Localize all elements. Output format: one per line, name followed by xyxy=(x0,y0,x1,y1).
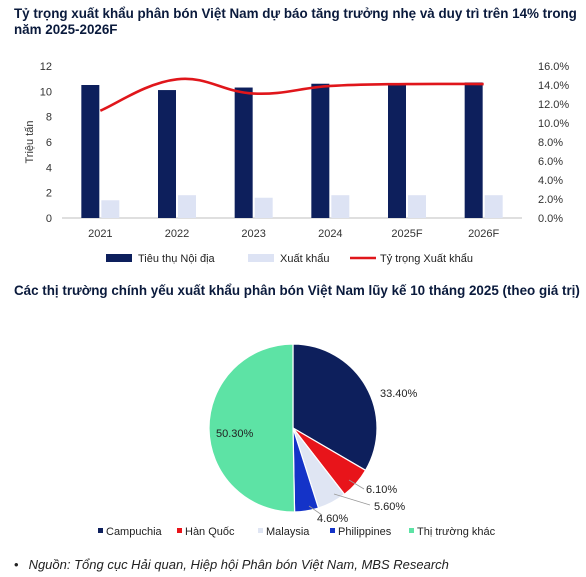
chart-title-export-markets: Các thị trường chính yếu xuất khẩu phân … xyxy=(14,283,580,298)
legend-label: Campuchia xyxy=(106,526,163,538)
legend-swatch xyxy=(330,528,335,533)
bar-line-chart: 0 2 4 6 8 10 12 0.0% 2.0% 4.0% 6.0% 8.0% 10.0% 12.0% 1… xyxy=(24,61,569,265)
pie-data-label: 4.60% xyxy=(317,513,348,525)
bar-domestic xyxy=(464,82,483,218)
legend-swatch xyxy=(98,528,103,533)
legend-label: Hàn Quốc xyxy=(185,526,235,538)
y2-tick-label: 0.0% xyxy=(538,213,563,225)
pie-slice xyxy=(208,343,296,513)
y-tick-label: 12 xyxy=(40,61,52,73)
y-tick-label: 8 xyxy=(46,112,52,124)
y2-tick-label: 6.0% xyxy=(538,156,563,168)
pie-slice xyxy=(292,427,367,496)
bar-export xyxy=(331,195,350,218)
legend-export-share-label: Tỷ trọng Xuất khẩu xyxy=(380,253,473,265)
chart-title-export-share: Tỷ trọng xuất khẩu phân bón Việt Nam dự … xyxy=(14,6,577,37)
leader-line xyxy=(333,493,371,506)
pie-data-label: 5.60% xyxy=(374,501,405,513)
legend-export-swatch xyxy=(248,254,274,262)
y-tick-label: 4 xyxy=(46,162,52,174)
legend-swatch xyxy=(409,528,414,533)
bar-export xyxy=(408,195,426,218)
bar-export xyxy=(101,200,120,218)
x-tick-label: 2023 xyxy=(241,228,265,240)
x-tick-label: 2021 xyxy=(88,228,112,240)
legend-domestic-label: Tiêu thụ Nội địa xyxy=(138,253,216,265)
line-export-share xyxy=(99,77,484,112)
bar-domestic xyxy=(81,85,100,218)
bar-domestic xyxy=(158,90,176,218)
pie-data-label: 33.40% xyxy=(380,388,418,400)
y-tick-label: 2 xyxy=(46,188,52,200)
bar-export xyxy=(254,197,273,218)
y2-tick-label: 8.0% xyxy=(538,137,563,149)
y-axis-label: Triệu tấn xyxy=(24,120,36,163)
legend-domestic-swatch xyxy=(106,254,132,262)
leader-line xyxy=(348,479,365,490)
leader-line xyxy=(308,505,323,516)
y-tick-label: 0 xyxy=(46,213,52,225)
bar-domestic xyxy=(234,87,253,219)
legend-label: Philippines xyxy=(338,526,392,538)
bar-export xyxy=(178,195,196,218)
legend-swatch xyxy=(177,528,182,533)
bar-domestic xyxy=(388,85,406,218)
source-text: Nguồn: Tổng cục Hải quan, Hiệp hội Phân … xyxy=(28,557,449,572)
y2-tick-label: 12.0% xyxy=(538,99,569,111)
pie-data-label: 6.10% xyxy=(366,484,397,496)
y2-tick-label: 14.0% xyxy=(538,80,569,92)
x-tick-label: 2024 xyxy=(318,228,342,240)
pie-slice xyxy=(292,343,378,472)
x-tick-label: 2026F xyxy=(468,228,499,240)
y2-tick-label: 10.0% xyxy=(538,118,569,130)
legend-export-label: Xuất khẩu xyxy=(280,253,330,265)
y-tick-label: 6 xyxy=(46,137,52,149)
pie-data-label: 50.30% xyxy=(216,428,254,440)
legend-swatch xyxy=(258,528,263,533)
source-note: • Nguồn: Tổng cục Hải quan, Hiệp hội Phân… xyxy=(14,557,449,572)
bullet-icon: • xyxy=(14,557,19,572)
pie-slice xyxy=(292,427,320,513)
pie-slice xyxy=(292,427,346,509)
bar-domestic xyxy=(311,83,330,218)
y2-tick-label: 4.0% xyxy=(538,175,563,187)
legend-label: Thị trường khác xyxy=(417,526,496,538)
y2-tick-label: 2.0% xyxy=(538,194,563,206)
bar-export xyxy=(484,195,503,218)
y2-tick-label: 16.0% xyxy=(538,61,569,73)
x-tick-label: 2022 xyxy=(165,228,189,240)
legend-label: Malaysia xyxy=(266,526,310,538)
y-tick-label: 10 xyxy=(40,86,52,98)
x-tick-label: 2025F xyxy=(391,228,422,240)
